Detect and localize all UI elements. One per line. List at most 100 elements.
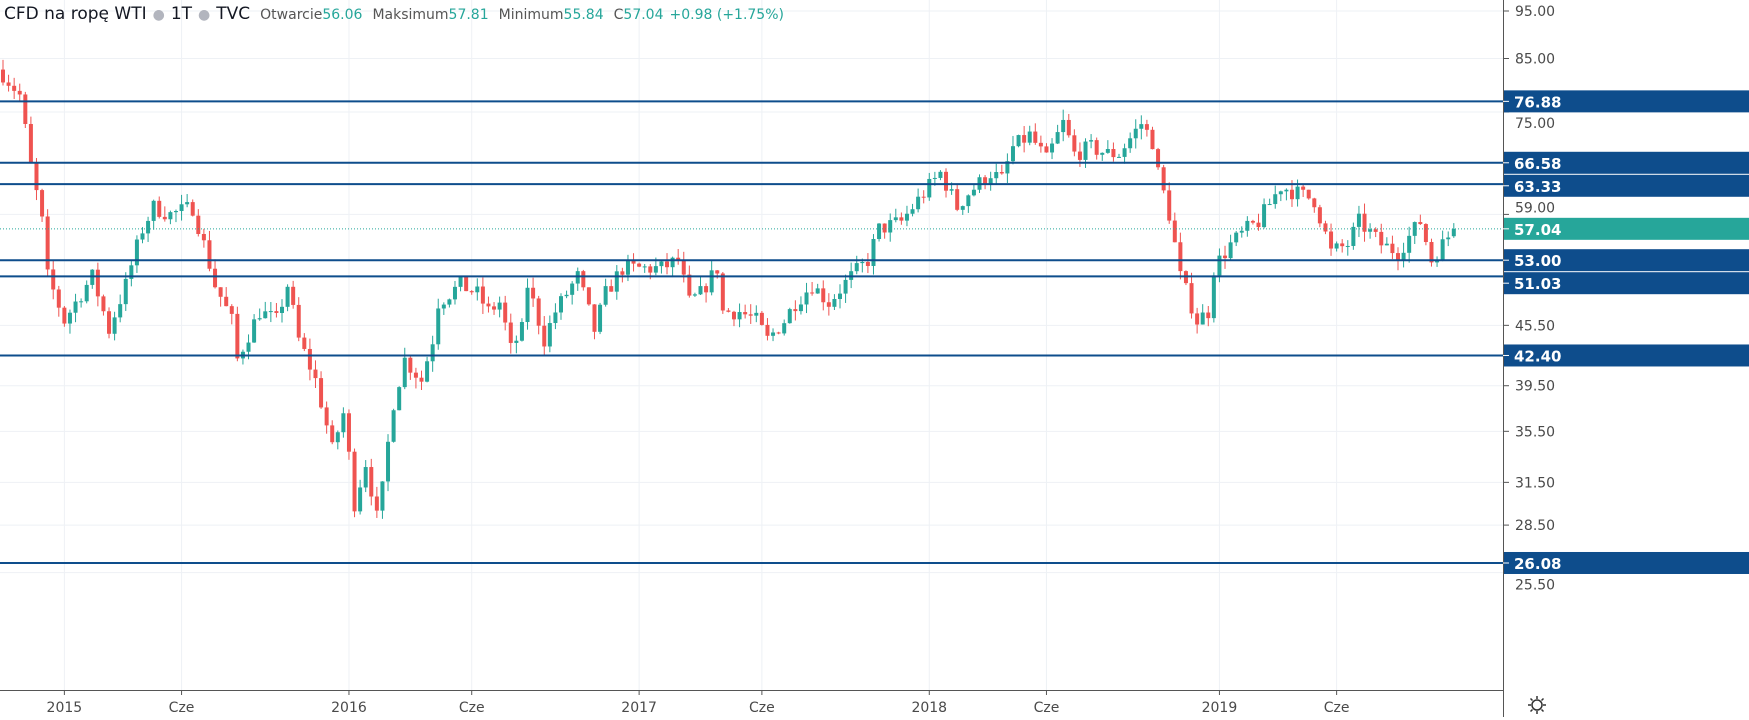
candle-body — [988, 178, 993, 185]
candle-body — [358, 487, 363, 512]
candle-body — [1022, 135, 1027, 143]
candle-body — [1362, 213, 1367, 232]
change-value: +0.98 (+1.75%) — [669, 7, 784, 23]
candle — [1016, 134, 1021, 148]
candle-body — [648, 266, 653, 273]
candle-body — [1133, 128, 1138, 139]
candle-body — [726, 310, 731, 312]
candle-body — [759, 312, 764, 325]
price-tick-label: 45.50 — [1515, 318, 1555, 334]
price-tick-label: 39.50 — [1515, 379, 1555, 395]
candle-body — [715, 270, 720, 274]
candle — [692, 292, 697, 297]
candle — [1183, 270, 1188, 286]
candle-body — [447, 299, 452, 305]
candle-body — [419, 377, 424, 382]
candle-body — [458, 276, 463, 287]
candle-body — [564, 294, 569, 297]
candle-body — [179, 204, 184, 212]
candle-body — [519, 322, 524, 341]
candle — [296, 297, 301, 342]
candle-body — [1440, 239, 1445, 261]
candle — [586, 287, 591, 306]
candle-body — [525, 287, 530, 323]
time-tick-label: 2019 — [1202, 700, 1238, 716]
symbol-name[interactable]: CFD na ropę WTI — [4, 4, 147, 24]
candle — [927, 172, 932, 201]
candle — [575, 267, 580, 291]
candle-body — [1055, 132, 1060, 144]
candle — [107, 307, 112, 339]
candle-body — [391, 410, 396, 442]
candle — [1262, 198, 1267, 229]
candle — [497, 296, 502, 318]
candle — [17, 83, 22, 102]
candle — [1407, 226, 1412, 263]
candle-body — [592, 304, 597, 332]
candle — [765, 318, 770, 341]
candle-body — [480, 286, 485, 304]
candle-body — [1396, 253, 1400, 261]
candle-body — [224, 296, 229, 307]
candle-body — [938, 171, 943, 178]
open-label: Otwarcie — [260, 7, 323, 23]
level-badge — [1504, 551, 1749, 574]
candle-body — [6, 82, 11, 86]
candle-body — [1128, 138, 1133, 149]
candle — [123, 272, 128, 311]
candle-body — [330, 425, 335, 443]
candle — [759, 311, 764, 326]
candle — [335, 430, 340, 450]
candle-body — [877, 223, 882, 240]
candle — [1211, 272, 1216, 323]
candle — [1356, 205, 1361, 238]
candle — [118, 294, 123, 323]
candle — [737, 303, 742, 328]
candle-body — [1061, 119, 1066, 133]
candle — [547, 315, 552, 353]
candle — [1373, 227, 1378, 238]
candle — [1423, 223, 1428, 246]
candle-body — [871, 239, 876, 266]
candle — [330, 420, 335, 445]
candle — [592, 304, 597, 340]
low-value: 55.84 — [563, 7, 604, 23]
candle-body — [452, 286, 457, 300]
candle — [1178, 232, 1183, 280]
candle — [352, 448, 357, 518]
candle — [687, 265, 692, 298]
candle — [1384, 237, 1389, 246]
candle — [56, 285, 61, 317]
candle — [1139, 115, 1144, 140]
candle-body — [586, 287, 591, 305]
candle-body — [151, 200, 156, 221]
candle — [112, 311, 117, 341]
candle-body — [1178, 242, 1183, 272]
candle — [307, 338, 312, 381]
level-badge — [1504, 249, 1749, 272]
candle — [731, 310, 736, 327]
candle-body — [51, 269, 56, 290]
candle — [1312, 197, 1317, 213]
candle — [386, 434, 391, 492]
candle-body — [983, 177, 988, 185]
candle — [971, 184, 976, 197]
candle — [1435, 256, 1440, 267]
candle — [854, 255, 859, 275]
candle-body — [743, 312, 748, 315]
candle — [798, 296, 803, 315]
candle-body — [821, 288, 826, 303]
candle — [893, 208, 898, 223]
settings-gear-icon[interactable] — [1526, 694, 1548, 716]
candle — [151, 199, 156, 230]
interval[interactable]: 1T — [170, 4, 193, 24]
candle-body — [514, 340, 519, 343]
time-tick-label: Cze — [1324, 700, 1350, 716]
candle — [369, 458, 374, 506]
candle — [665, 253, 670, 275]
candle-body — [826, 302, 831, 307]
candle — [140, 227, 145, 244]
candle-body — [709, 270, 714, 293]
candle-body — [1317, 207, 1322, 224]
